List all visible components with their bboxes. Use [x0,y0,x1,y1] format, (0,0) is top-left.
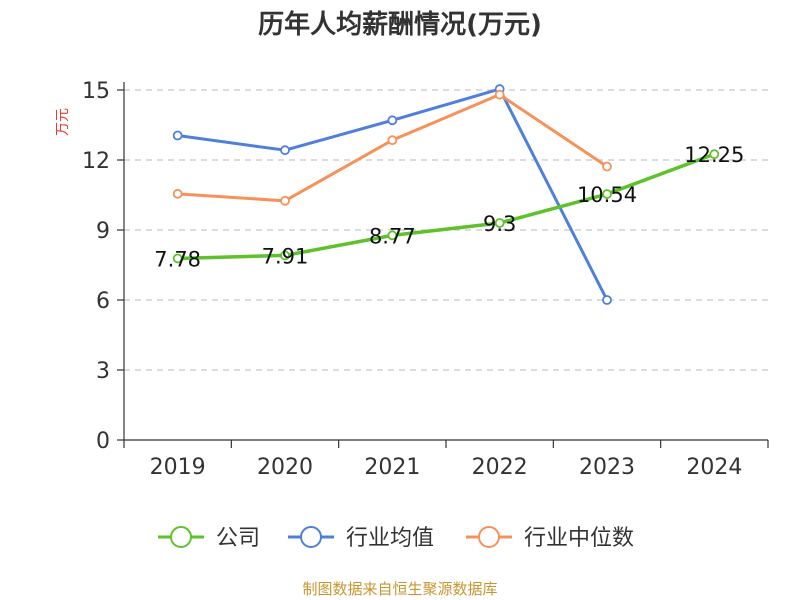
data-point[interactable] [387,115,398,126]
legend-item[interactable]: 行业中位数 [466,526,634,551]
data-point[interactable] [172,253,183,264]
x-tick-label: 2020 [257,455,313,480]
data-point[interactable] [280,145,290,156]
legend-marker [478,526,500,548]
data-point[interactable] [494,218,505,228]
legend-marker [300,526,322,548]
data-point[interactable] [280,195,290,206]
x-tick-label: 2024 [686,455,742,480]
data-label: 7.78 [154,247,201,271]
legend-label: 行业中位数 [524,526,634,551]
series-1 [172,84,612,305]
x-tick-label: 2019 [150,455,206,480]
series-0 [172,149,720,264]
y-tick-label: 15 [82,79,110,104]
legend-item[interactable]: 公司 [158,526,260,551]
axes: 0 3 6 9 12 15 2019 2020 2021 2022 2023 2024 [82,79,769,480]
x-tick-label: 2023 [579,455,635,480]
legend[interactable]: 公司 行业均值 行业中位数 [158,526,634,551]
data-point[interactable] [602,189,612,199]
data-point[interactable] [387,135,398,146]
data-labels: 7.78 7.91 8.77 9.3 10.54 12.25 [154,143,744,271]
x-tick-label: 2021 [364,455,420,480]
series-2 [172,89,612,206]
y-tick-label: 3 [96,359,110,384]
data-label: 8.77 [369,224,416,248]
x-tick-label: 2022 [472,455,528,480]
data-point[interactable] [172,130,183,141]
series-line [177,93,608,203]
data-label: 12.25 [684,143,744,167]
data-point[interactable] [387,230,398,241]
y-tick-label: 12 [82,149,110,174]
legend-marker [170,526,192,548]
chart-title: 历年人均薪酬情况(万元) [258,9,542,40]
series-line [177,152,715,261]
data-point[interactable] [494,89,505,100]
legend-label: 公司 [216,526,260,551]
data-label: 7.91 [262,244,309,268]
y-axis-label: 万元 [55,108,71,136]
data-point[interactable] [602,295,612,305]
legend-label: 行业均值 [346,526,434,551]
source-note: 制图数据来自恒生聚源数据库 [302,580,497,598]
data-label: 10.54 [577,183,637,207]
data-point[interactable] [172,188,183,199]
data-label: 9.3 [483,212,516,236]
y-tick-label: 9 [96,219,110,244]
legend-item[interactable]: 行业均值 [288,526,434,551]
data-point[interactable] [280,250,290,261]
data-point[interactable] [602,161,612,172]
y-tick-label: 6 [96,289,110,314]
y-tick-label: 0 [96,429,110,454]
series-lines [172,84,720,305]
data-point[interactable] [709,149,720,160]
